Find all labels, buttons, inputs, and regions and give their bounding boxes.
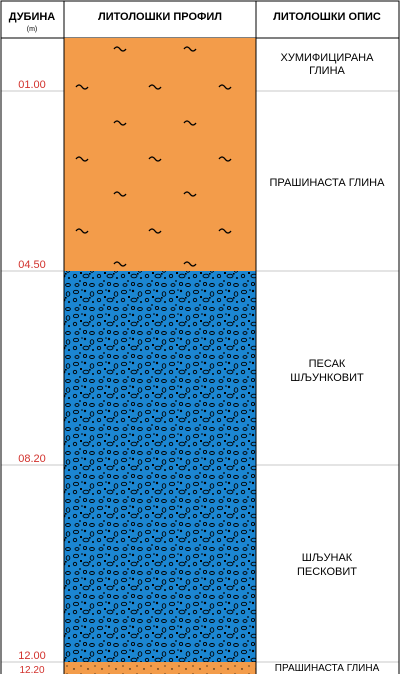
depth-label: 12.00 <box>18 650 46 662</box>
depth-unit: (m) <box>27 26 38 33</box>
depth-label: 12.20 <box>19 665 44 674</box>
layer-description-line: ПЕСКОВИТ <box>297 566 357 578</box>
wave-tilde-icon <box>113 120 127 126</box>
wave-tilde-icon <box>148 156 162 162</box>
layer-descriptions: ХУМИФИЦИРАНА ГЛИНА ПРАШИНАСТА ГЛИНА ПЕСА… <box>270 52 386 674</box>
wave-tilde-icon <box>148 228 162 234</box>
wave-tilde-icon <box>183 261 197 267</box>
wave-tilde-icon <box>113 46 127 52</box>
depth-label: 01.00 <box>18 79 46 91</box>
layer-fills <box>64 38 256 674</box>
gravel-layer-fill <box>64 271 256 662</box>
wave-tilde-icon <box>148 84 162 90</box>
depth-column-title: ДУБИНА <box>9 11 56 23</box>
wave-tilde-icon <box>113 191 127 197</box>
silty-clay-layer-fill <box>64 662 256 674</box>
wave-tilde-icon <box>183 120 197 126</box>
wave-tilde-icon <box>218 156 232 162</box>
wave-tilde-icon <box>75 84 89 90</box>
layer-description-line: ШЉУНКОВИТ <box>290 372 364 384</box>
clay-layer-fill <box>64 38 256 271</box>
layer-description-line: ПРАШИНАСТА ГЛИНА <box>275 663 380 674</box>
depth-label: 04.50 <box>18 259 46 271</box>
layer-description-line: ПЕСАК <box>309 358 346 370</box>
profile-column-title: ЛИТОЛОШКИ ПРОФИЛ <box>98 11 222 23</box>
depth-lines <box>1 90 399 663</box>
wave-tilde-icon <box>75 228 89 234</box>
wave-tilde-icon <box>218 228 232 234</box>
wave-tilde-icon <box>183 46 197 52</box>
layer-description-line: ШЉУНАК <box>302 552 353 564</box>
layer-description-line: ПРАШИНАСТА ГЛИНА <box>270 177 386 189</box>
column-borders <box>0 38 400 674</box>
layer-description-line: ГЛИНА <box>309 65 345 77</box>
wave-tilde-icon <box>75 156 89 162</box>
depth-label: 08.20 <box>18 453 46 465</box>
layer-description-line: ХУМИФИЦИРАНА <box>281 52 375 64</box>
header-row: ДУБИНА (m) ЛИТОЛОШКИ ПРОФИЛ ЛИТОЛОШКИ ОП… <box>0 0 400 39</box>
clay-wave-symbols <box>75 46 232 267</box>
wave-tilde-icon <box>183 191 197 197</box>
depth-labels: 01.00 04.50 08.20 12.00 12.20 <box>18 79 46 674</box>
wave-tilde-icon <box>218 84 232 90</box>
description-column-title: ЛИТОЛОШКИ ОПИС <box>273 11 381 23</box>
wave-tilde-icon <box>113 261 127 267</box>
